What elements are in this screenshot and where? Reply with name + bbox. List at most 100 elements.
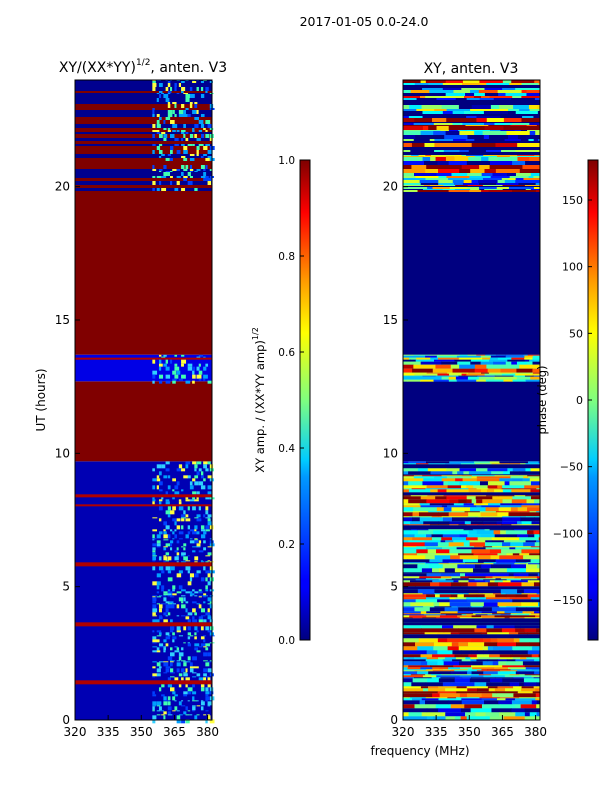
phase-noise-patch: [411, 488, 426, 490]
phase-noise-patch: [490, 357, 499, 360]
phase-noise-patch: [465, 537, 479, 541]
phase-noise-patch: [469, 176, 492, 178]
phase-noise-patch: [437, 650, 453, 655]
amplitude-column-patch: [174, 374, 179, 379]
amplitude-column-patch: [167, 102, 171, 104]
phase-noise-patch: [527, 507, 541, 512]
phase-noise-patch: [492, 661, 499, 666]
amplitude-column-patch: [200, 687, 205, 692]
phase-noise-patch: [493, 563, 515, 565]
phase-noise-patch: [494, 375, 514, 377]
amplitude-column-patch: [172, 636, 177, 640]
phase-noise-patch: [435, 704, 452, 709]
phase-noise-patch: [410, 580, 433, 583]
amplitude-column-patch: [152, 150, 155, 154]
phase-noise-patch: [403, 105, 410, 109]
phase-noise-patch: [508, 512, 521, 517]
amplitude-column-patch: [152, 636, 157, 640]
phase-noise-patch: [408, 357, 417, 360]
phase-noise-patch: [474, 682, 487, 687]
amplitude-column-patch: [158, 117, 162, 120]
amplitude-column-patch: [187, 172, 191, 176]
phase-noise-patch: [456, 674, 472, 676]
amplitude-column-patch: [156, 573, 161, 578]
amplitude-column-patch: [152, 359, 156, 364]
phase-noise-patch: [417, 190, 434, 192]
phase-noise-patch: [452, 659, 463, 662]
amplitude-stripe: [75, 132, 212, 134]
amplitude-column-patch: [196, 138, 201, 141]
amplitude-column-patch: [183, 134, 186, 138]
phase-noise-patch: [489, 578, 496, 580]
phase-noise-patch: [535, 190, 541, 192]
phase-noise-patch: [447, 646, 460, 651]
amplitude-column-patch: [198, 604, 202, 609]
phase-noise-patch: [509, 481, 532, 486]
phase-noise-patch: [467, 173, 483, 176]
phase-noise-patch: [532, 355, 541, 358]
amplitude-column-patch: [187, 700, 190, 702]
phase-noise-patch: [403, 471, 409, 475]
phase-noise-patch: [497, 485, 503, 489]
phase-noise-patch: [509, 156, 518, 157]
phase-noise-patch: [534, 80, 541, 83]
amplitude-stripe: [75, 128, 212, 130]
phase-noise-patch: [428, 463, 446, 465]
phase-noise-patch: [408, 489, 431, 493]
amplitude-column-patch: [152, 374, 156, 379]
amplitude-column-patch: [196, 471, 200, 476]
phase-noise-patch: [429, 524, 450, 526]
phase-noise-patch: [517, 157, 530, 161]
phase-noise-patch: [410, 613, 422, 615]
phase-band: [403, 192, 540, 355]
phase-noise-patch: [425, 697, 448, 699]
phase-noise-patch: [478, 180, 499, 183]
phase-noise-patch: [488, 372, 513, 374]
phase-noise-patch: [403, 704, 415, 709]
amplitude-column-patch: [170, 120, 175, 124]
phase-noise-patch: [479, 697, 501, 699]
amplitude-column-patch: [152, 370, 158, 375]
amplitude-column-patch: [183, 543, 187, 547]
phase-noise-patch: [531, 521, 541, 525]
phase-noise-patch: [443, 669, 451, 671]
phase-noise-patch: [403, 534, 415, 538]
phase-noise-patch: [515, 180, 540, 183]
amplitude-column-patch: [200, 87, 204, 91]
phase-noise-patch: [527, 354, 541, 356]
phase-noise-patch: [443, 661, 460, 666]
phase-noise-patch: [492, 646, 513, 651]
amplitude-stripe: [75, 104, 212, 108]
phase-noise-patch: [465, 712, 476, 717]
phase-noise-patch: [458, 553, 474, 556]
phase-noise-patch: [407, 657, 415, 660]
amplitude-column-patch: [207, 715, 211, 720]
phase-stripe: [403, 85, 540, 88]
amplitude-column-patch: [152, 534, 155, 539]
amplitude-column-patch: [183, 661, 188, 663]
amplitude-column-patch: [167, 589, 171, 592]
phase-noise-patch: [417, 589, 435, 594]
amplitude-column-patch: [172, 593, 177, 596]
phase-noise-patch: [403, 613, 411, 615]
amplitude-column-patch: [185, 165, 189, 169]
phase-noise-patch: [524, 485, 541, 489]
phase-noise-patch: [461, 698, 483, 701]
amplitude-column-patch: [205, 691, 210, 695]
amplitude-column-patch: [158, 506, 163, 511]
amplitude-column-patch: [152, 543, 157, 547]
phase-noise-patch: [435, 375, 459, 377]
phase-noise-patch: [425, 547, 443, 550]
phase-noise-patch: [422, 116, 444, 118]
phase-noise-patch: [416, 546, 438, 548]
phase-noise-patch: [403, 475, 415, 477]
phase-noise-patch: [495, 578, 502, 580]
phase-noise-patch: [499, 505, 522, 508]
phase-noise-patch: [403, 379, 409, 382]
phase-noise-patch: [403, 697, 411, 699]
phase-noise-patch: [533, 582, 541, 587]
phase-noise-patch: [524, 185, 541, 186]
phase-noise-patch: [450, 632, 461, 635]
phase-noise-patch: [444, 607, 459, 612]
phase-noise-patch: [423, 376, 443, 380]
